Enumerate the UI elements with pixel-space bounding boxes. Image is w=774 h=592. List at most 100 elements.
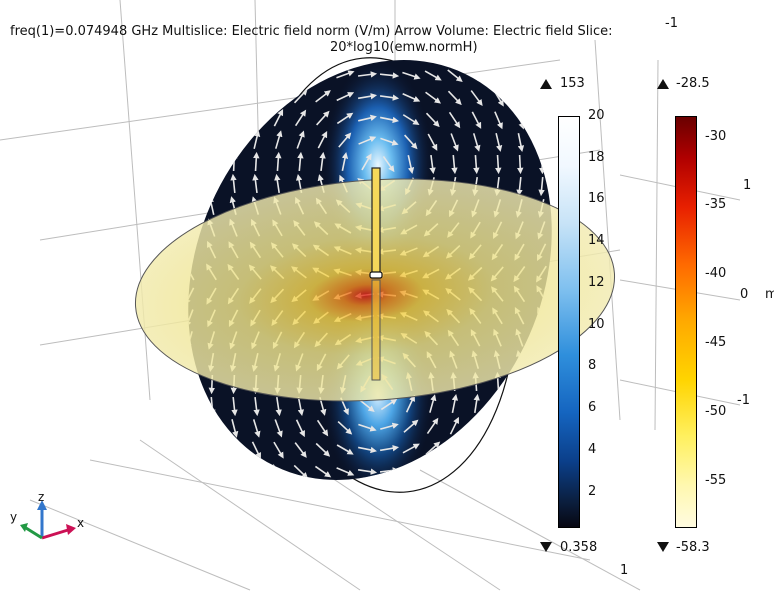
colorbar-tick-label: -35 (705, 197, 727, 213)
field-arrow (208, 108, 217, 127)
field-arrow (295, 419, 305, 438)
electric-field-colorbar (558, 116, 580, 528)
field-arrow (473, 154, 480, 175)
field-arrow (271, 66, 286, 82)
field-arrow (231, 130, 239, 150)
field-arrow (407, 155, 415, 174)
colorbar-tick-label: 20 (588, 108, 605, 123)
min-marker-icon (540, 542, 552, 552)
field-arrow (361, 153, 372, 171)
field-arrow (359, 399, 375, 412)
colorbar-tick-label: 12 (588, 274, 605, 290)
field-arrow (539, 393, 546, 414)
field-arrow (447, 69, 463, 82)
field-arrow (297, 151, 304, 172)
field-arrow (358, 136, 377, 145)
field-arrow (230, 441, 239, 460)
field-arrow (251, 441, 261, 460)
h-max-label: -28.5 (676, 76, 710, 91)
field-arrow (185, 196, 193, 216)
field-arrow (293, 88, 308, 104)
field-arrow (229, 463, 240, 481)
field-arrow (517, 154, 524, 175)
field-arrow (274, 173, 281, 194)
max-marker-icon-h (657, 79, 669, 89)
colorbar-tick-label: -45 (705, 335, 727, 350)
colorbar-tick-label: 16 (588, 191, 605, 207)
field-arrow (451, 394, 459, 414)
field-max-label: 153 (560, 76, 585, 91)
field-arrow (187, 108, 195, 127)
field-arrow (380, 422, 399, 430)
field-arrow (207, 463, 217, 482)
field-arrow (314, 465, 332, 478)
field-arrow (537, 67, 548, 85)
field-arrow (315, 442, 331, 457)
field-arrow (357, 93, 378, 100)
field-arrow (186, 86, 195, 105)
field-arrow (187, 418, 195, 438)
field-arrow (316, 419, 329, 437)
field-arrow (358, 446, 377, 454)
field-arrow (539, 132, 546, 153)
field-arrow (253, 151, 260, 172)
field-arrow (319, 151, 326, 172)
field-arrow (404, 134, 418, 150)
field-arrow (186, 151, 194, 172)
field-arrow (472, 133, 481, 152)
field-arrow (231, 396, 238, 417)
field-arrow (209, 419, 217, 438)
field-arrow (186, 441, 195, 460)
field-arrow (229, 87, 240, 105)
field-arrow (495, 154, 502, 175)
field-arrow (494, 111, 503, 130)
field-arrow (517, 416, 525, 435)
field-arrow (273, 441, 284, 459)
field-arrow (358, 114, 377, 122)
axis-tick-bottom: 1 (620, 563, 629, 578)
field-arrow (405, 394, 415, 413)
field-arrow (493, 438, 503, 457)
field-arrow (537, 460, 547, 479)
field-arrow (538, 176, 545, 197)
field-arrow (336, 467, 355, 476)
colorbar-tick-label: -30 (705, 128, 727, 144)
field-arrow (449, 416, 459, 435)
field-arrow (473, 393, 480, 414)
colorbar-tick-label: 2 (588, 483, 597, 499)
colorbar-tick-label: 10 (588, 316, 605, 332)
field-arrow (230, 173, 237, 194)
field-arrow (515, 89, 526, 107)
field-arrow (516, 176, 523, 197)
dipole-antenna (369, 167, 383, 381)
field-min-label: 0.358 (560, 540, 598, 555)
colorbar-tick-label: -55 (705, 472, 727, 488)
field-arrow (250, 66, 263, 82)
field-arrow (336, 444, 354, 455)
field-arrow (516, 371, 523, 392)
field-arrow (539, 416, 547, 435)
field-arrow (357, 71, 378, 78)
field-arrow (471, 111, 482, 129)
field-arrow (425, 441, 441, 455)
colorbar-tick-label: 4 (588, 441, 597, 457)
field-arrow (317, 131, 328, 149)
axis-tick-right-upper: 1 (743, 178, 752, 193)
field-arrow (358, 423, 377, 432)
field-arrow (253, 130, 261, 149)
field-arrow (228, 65, 241, 83)
colorbar-tick-label: 18 (588, 149, 605, 165)
field-arrow (207, 65, 218, 83)
colorbar-tick-label: 6 (588, 400, 597, 416)
field-arrow (337, 420, 353, 435)
field-arrow (450, 133, 459, 152)
axis-tick-right-lower: -1 (737, 393, 750, 408)
field-arrow (379, 72, 400, 79)
field-arrow (252, 173, 259, 194)
field-arrow (187, 396, 194, 417)
field-arrow (293, 464, 309, 479)
field-arrow (448, 111, 461, 129)
field-arrow (426, 417, 439, 435)
